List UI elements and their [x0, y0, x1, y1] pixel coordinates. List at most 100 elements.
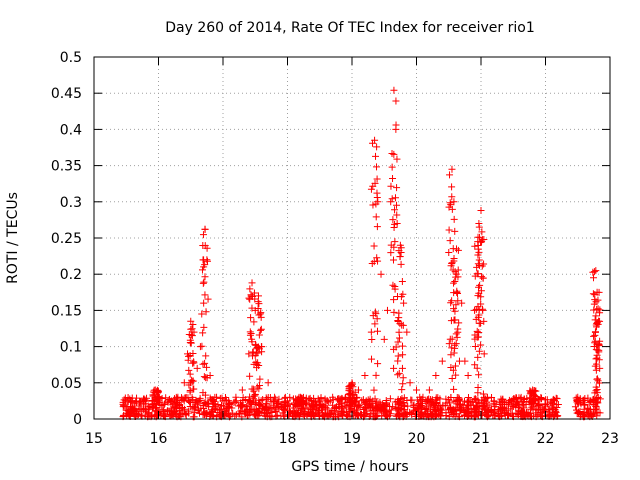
data-point — [200, 278, 208, 286]
data-point — [387, 198, 395, 206]
data-point — [475, 371, 483, 379]
data-point — [395, 247, 403, 255]
data-point — [368, 259, 376, 267]
data-point — [322, 397, 330, 405]
data-point — [446, 171, 454, 179]
data-point — [257, 326, 265, 334]
data-point — [201, 408, 209, 416]
data-point — [373, 189, 381, 197]
data-point — [522, 401, 530, 409]
y-tick-labels: 0 0.05 0.1 0.15 0.2 0.25 0.3 0.35 0.4 0.45 0.5 — [51, 50, 82, 428]
data-point — [167, 412, 175, 420]
data-point — [389, 216, 397, 224]
data-point — [487, 405, 495, 413]
data-point — [464, 402, 472, 410]
x-tick-label: 17 — [214, 431, 232, 447]
data-point — [199, 279, 207, 287]
data-point — [271, 393, 279, 401]
data-point — [199, 329, 207, 337]
data-point — [475, 347, 483, 355]
data-point — [173, 401, 181, 409]
data-point — [202, 352, 210, 360]
x-tick-label: 23 — [601, 431, 619, 447]
data-point — [571, 403, 579, 411]
data-point — [406, 408, 414, 416]
data-point — [265, 403, 273, 411]
data-point — [277, 412, 285, 420]
data-point — [247, 329, 255, 337]
data-point — [480, 350, 488, 358]
data-point — [399, 351, 407, 359]
data-point — [467, 401, 475, 409]
y-tick-label: 0.3 — [60, 195, 82, 211]
data-point — [450, 198, 458, 206]
data-point — [190, 328, 198, 336]
data-point — [387, 249, 395, 257]
data-point — [180, 379, 188, 387]
data-point — [368, 355, 376, 363]
data-point — [303, 399, 311, 407]
data-point — [200, 373, 208, 381]
data-point — [596, 409, 604, 417]
data-point — [246, 285, 254, 293]
data-point — [574, 393, 582, 401]
data-point — [209, 403, 217, 411]
data-point — [475, 220, 483, 228]
data-point — [401, 406, 409, 414]
data-point — [213, 393, 221, 401]
data-point — [594, 305, 602, 313]
data-point — [590, 395, 598, 403]
data-point — [282, 402, 290, 410]
data-point — [314, 409, 322, 417]
data-point — [319, 412, 327, 420]
data-point — [206, 372, 214, 380]
x-tick-label: 22 — [537, 431, 555, 447]
y-tick-label: 0.05 — [51, 376, 82, 392]
data-point — [591, 328, 599, 336]
data-point — [438, 357, 446, 365]
data-point — [590, 274, 598, 282]
data-point — [264, 379, 272, 387]
data-point — [329, 393, 337, 401]
data-point — [474, 353, 482, 361]
x-tick-label: 20 — [408, 431, 426, 447]
data-point — [390, 86, 398, 94]
data-point — [167, 397, 175, 405]
data-point — [407, 396, 415, 404]
data-point — [148, 401, 156, 409]
data-point — [451, 227, 459, 235]
data-point — [252, 400, 260, 408]
data-point — [512, 393, 520, 401]
data-point — [348, 390, 356, 398]
data-point — [573, 396, 581, 404]
data-point — [185, 366, 193, 374]
data-point — [374, 198, 382, 206]
data-point — [580, 401, 588, 409]
data-point — [471, 406, 479, 414]
data-point — [186, 370, 194, 378]
data-point — [348, 379, 356, 387]
data-point — [594, 393, 602, 401]
data-point — [530, 399, 538, 407]
data-point — [395, 369, 403, 377]
data-point — [392, 125, 400, 133]
data-point — [477, 341, 485, 349]
data-point — [204, 400, 212, 408]
data-point — [367, 328, 375, 336]
data-point — [477, 300, 485, 308]
data-point — [188, 376, 196, 384]
data-point — [248, 335, 256, 343]
data-point — [236, 409, 244, 417]
data-point — [523, 394, 531, 402]
data-point — [490, 397, 498, 405]
data-point — [590, 332, 598, 340]
data-point — [406, 379, 414, 387]
data-point — [189, 385, 197, 393]
data-point — [185, 381, 193, 389]
data-point — [579, 397, 587, 405]
data-point — [142, 405, 150, 413]
data-point — [592, 312, 600, 320]
data-point — [445, 226, 453, 234]
data-point — [389, 174, 397, 182]
data-point — [290, 401, 298, 409]
